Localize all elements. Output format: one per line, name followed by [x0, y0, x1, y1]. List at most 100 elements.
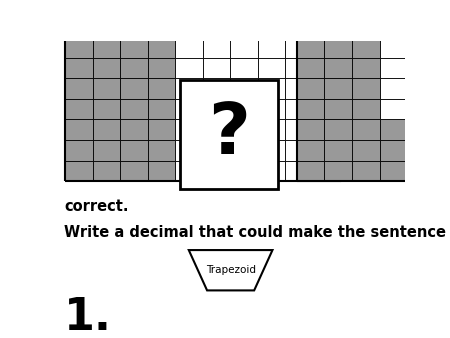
Bar — [313, 119, 341, 140]
Bar — [297, 17, 324, 37]
Bar — [230, 99, 258, 119]
Bar — [230, 119, 258, 140]
Bar — [285, 161, 313, 181]
Bar — [297, 99, 324, 119]
Bar — [324, 0, 352, 17]
Bar — [148, 37, 175, 58]
Bar — [93, 161, 120, 181]
Bar — [230, 17, 258, 37]
Bar — [258, 17, 285, 37]
Bar — [324, 119, 352, 140]
Bar — [203, 0, 230, 17]
Bar — [203, 119, 230, 140]
Bar — [407, 99, 435, 119]
Bar — [285, 37, 313, 58]
Bar — [180, 80, 278, 189]
Bar — [120, 78, 148, 99]
Bar — [352, 78, 379, 99]
Bar — [175, 161, 203, 181]
Bar — [230, 37, 258, 58]
Bar — [435, 119, 450, 140]
Bar — [313, 78, 341, 99]
Bar — [258, 140, 285, 161]
Bar — [297, 0, 324, 17]
Bar — [203, 37, 230, 58]
Bar — [379, 37, 407, 58]
Bar — [352, 119, 379, 140]
Bar — [65, 17, 93, 37]
Bar — [407, 58, 435, 78]
Bar — [120, 140, 148, 161]
Bar — [175, 58, 203, 78]
Bar — [65, 99, 93, 119]
Bar — [435, 58, 450, 78]
Bar — [407, 37, 435, 58]
Bar — [313, 140, 341, 161]
Bar — [120, 161, 148, 181]
Bar — [313, 0, 341, 17]
Bar — [230, 161, 258, 181]
Bar — [407, 0, 435, 17]
Text: ?: ? — [208, 100, 250, 169]
Bar — [65, 119, 93, 140]
Bar — [258, 0, 285, 17]
Bar — [297, 58, 324, 78]
Bar — [148, 140, 175, 161]
Bar — [297, 140, 324, 161]
Bar — [148, 17, 175, 37]
Bar — [93, 17, 120, 37]
Bar — [379, 119, 407, 140]
Bar — [93, 140, 120, 161]
Bar — [65, 78, 93, 99]
Bar — [352, 58, 379, 78]
Bar — [175, 0, 203, 17]
Bar — [65, 37, 93, 58]
Bar — [258, 37, 285, 58]
Bar — [120, 119, 148, 140]
Text: Trapezoid: Trapezoid — [206, 265, 256, 275]
Bar — [313, 99, 341, 119]
Bar — [230, 78, 258, 99]
Bar — [435, 99, 450, 119]
Bar — [297, 161, 324, 181]
Bar — [324, 140, 352, 161]
Bar — [352, 0, 379, 17]
Bar — [258, 58, 285, 78]
Bar — [175, 37, 203, 58]
Bar — [93, 0, 120, 17]
Bar — [148, 99, 175, 119]
Bar — [258, 119, 285, 140]
Bar — [324, 161, 352, 181]
Bar — [407, 140, 435, 161]
Bar — [352, 99, 379, 119]
Bar — [175, 140, 203, 161]
Bar — [203, 78, 230, 99]
Bar — [93, 99, 120, 119]
Bar — [148, 58, 175, 78]
Bar — [324, 58, 352, 78]
Bar — [435, 37, 450, 58]
Bar — [175, 99, 203, 119]
Bar — [203, 161, 230, 181]
Bar — [285, 58, 313, 78]
Bar — [203, 99, 230, 119]
Bar — [148, 119, 175, 140]
Bar — [175, 17, 203, 37]
Bar — [285, 99, 313, 119]
Bar — [297, 119, 324, 140]
Bar — [407, 119, 435, 140]
Text: 1.: 1. — [64, 296, 112, 338]
Bar — [93, 119, 120, 140]
Bar — [258, 99, 285, 119]
Bar — [230, 0, 258, 17]
Bar — [230, 140, 258, 161]
Bar — [148, 0, 175, 17]
Bar — [175, 78, 203, 99]
Bar — [324, 78, 352, 99]
Bar — [93, 78, 120, 99]
Bar — [352, 37, 379, 58]
Bar — [65, 58, 93, 78]
Bar — [65, 0, 341, 181]
Bar — [258, 78, 285, 99]
Bar — [435, 140, 450, 161]
